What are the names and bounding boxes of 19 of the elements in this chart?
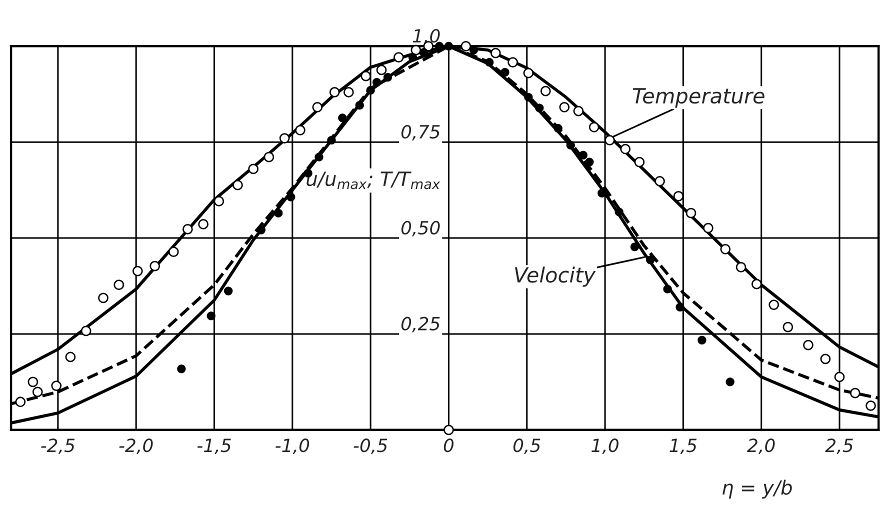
x-tick-label: 1,5 — [670, 438, 697, 454]
y-tick-label: 0,75 — [401, 124, 440, 140]
x-tick-label: 0,5 — [513, 438, 540, 454]
x-tick-label: -2,5 — [41, 438, 75, 454]
x-tick-label: -1,5 — [197, 438, 231, 454]
y-tick-label: 0,50 — [401, 220, 440, 236]
x-tick-label: 1,0 — [592, 438, 618, 454]
x-tick-label: -2,0 — [119, 438, 153, 454]
x-tick-label: 0 — [444, 438, 454, 452]
x-tick-label: -0,5 — [354, 438, 388, 454]
x-tick-label: 2,5 — [825, 438, 853, 454]
x-tick-label: 2,0 — [747, 438, 775, 454]
annotation: Temperature — [632, 88, 764, 108]
x-tick-label: -1,0 — [276, 438, 310, 454]
y-tick-label: 0,25 — [401, 316, 440, 332]
y-axis-title: u/u$_{max}$; T/T$_{max}$ — [306, 172, 440, 190]
annotation: Velocity — [515, 266, 596, 287]
y-tick-label: 1,0 — [412, 29, 440, 45]
x-axis-title: η = y/b — [722, 480, 792, 499]
